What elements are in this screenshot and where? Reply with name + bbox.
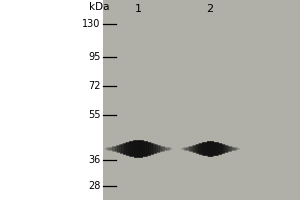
Text: 36: 36	[88, 155, 100, 165]
Text: 55: 55	[88, 110, 100, 120]
Text: 28: 28	[88, 181, 100, 191]
Text: 2: 2	[206, 4, 214, 14]
Bar	[103, 0, 300, 200]
Text: 95: 95	[88, 52, 100, 62]
Text: kDa: kDa	[88, 2, 109, 12]
Text: 72: 72	[88, 81, 100, 91]
Text: 1: 1	[134, 4, 142, 14]
Text: 130: 130	[82, 19, 100, 29]
